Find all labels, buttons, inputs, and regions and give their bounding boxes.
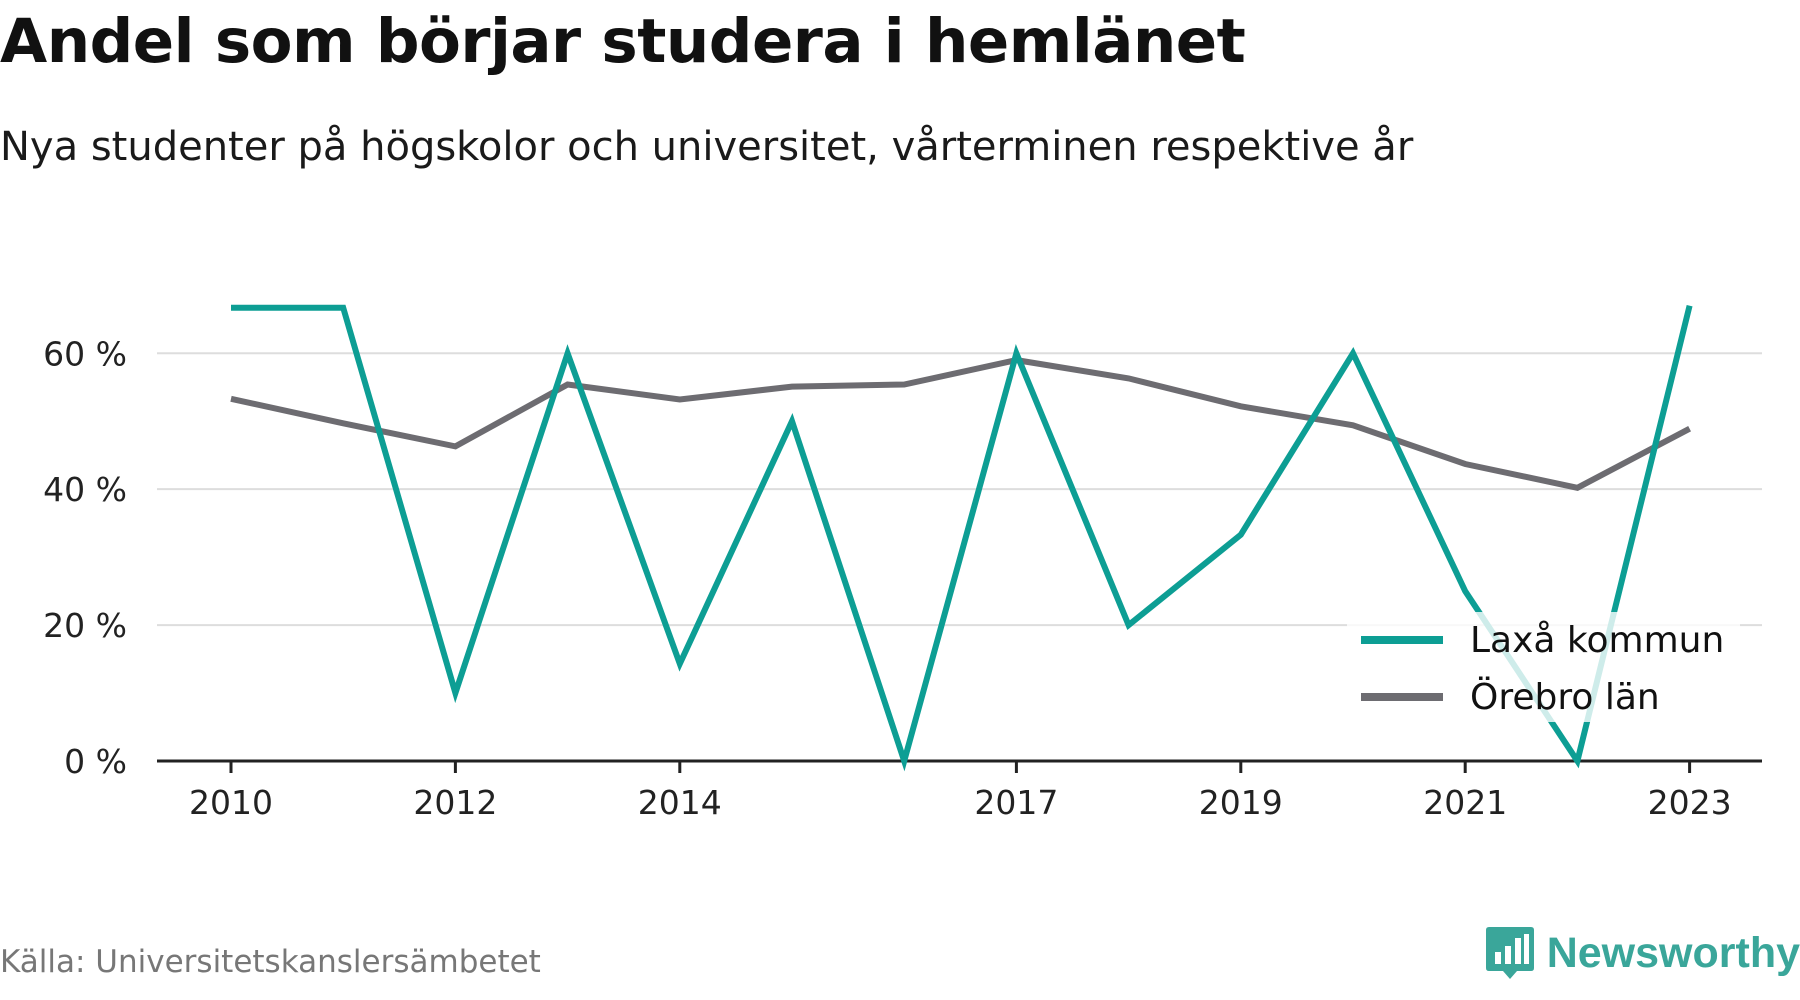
series-lines (230, 304, 1693, 772)
series-line-0 (231, 304, 1693, 772)
x-tick-label-2: 2014 (638, 783, 722, 822)
x-tick-label-5: 2021 (1423, 783, 1507, 822)
y-tick-label-1: 20 % (43, 606, 127, 645)
y-axis: 0 % 20 % 40 % 60 % (43, 334, 127, 781)
legend: Laxå kommun Örebro län (1347, 612, 1740, 722)
y-tick-label-0: 0 % (64, 742, 127, 781)
x-tick-label-3: 2017 (974, 783, 1058, 822)
legend-background (1347, 612, 1740, 722)
line-chart: 0 % 20 % 40 % 60 % 2010 2012 2014 2017 2019 2021… (43, 304, 1762, 822)
source-note: Källa: Universitetskanslersämbetet (0, 944, 541, 980)
y-tick-label-3: 60 % (43, 334, 127, 373)
chart-title: Andel som börjar studera i hemlänet (0, 6, 1246, 77)
x-tick-label-4: 2019 (1199, 783, 1283, 822)
legend-label-0: Laxå kommun (1470, 620, 1724, 661)
chart-subtitle: Nya studenter på högskolor och universit… (0, 124, 1414, 170)
brand-name: Newsworthy (1546, 928, 1800, 977)
x-tick-label-1: 2012 (413, 783, 497, 822)
x-tick-label-6: 2023 (1648, 783, 1732, 822)
brand-logo: Newsworthy (1485, 924, 1800, 982)
x-axis: 2010 2012 2014 2017 2019 2021 2023 (157, 759, 1762, 822)
legend-label-1: Örebro län (1470, 676, 1660, 718)
newsworthy-logo-icon (1485, 927, 1534, 979)
x-tick-label-0: 2010 (189, 783, 273, 822)
series-line-1 (230, 357, 1691, 491)
y-tick-label-2: 40 % (43, 470, 127, 509)
